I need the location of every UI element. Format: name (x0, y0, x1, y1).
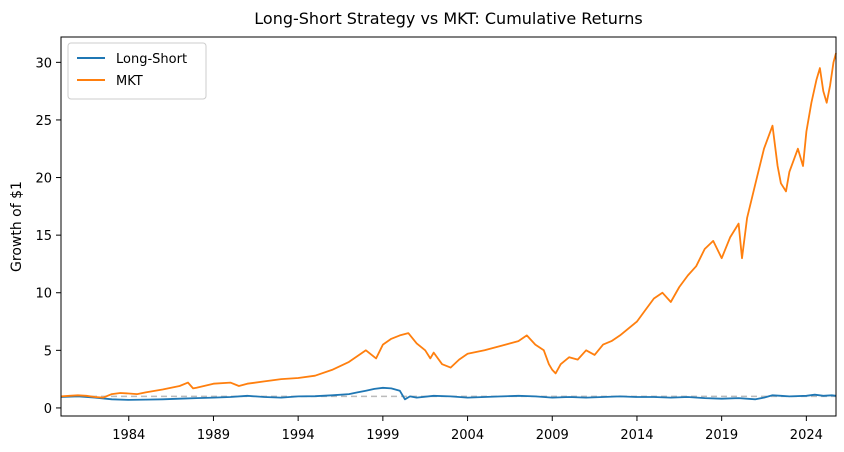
x-tick-label: 2009 (536, 428, 569, 443)
y-tick-label: 10 (35, 287, 52, 302)
legend: Long-Short MKT (67, 42, 207, 100)
x-tick-label: 1989 (197, 428, 230, 443)
y-axis: 0 5 10 15 20 25 30 (35, 56, 61, 417)
x-tick-label: 2004 (451, 428, 484, 443)
x-axis: 1984 1989 1994 1999 2004 2009 2014 2019 2024 (112, 416, 823, 443)
y-tick-label: 30 (35, 56, 52, 71)
legend-label: Long-Short (116, 52, 187, 67)
y-tick-label: 5 (44, 344, 52, 359)
x-tick-label: 2014 (620, 428, 653, 443)
series-line-mkt (60, 52, 837, 399)
legend-label: MKT (116, 74, 143, 89)
y-axis-label: Growth of $1 (9, 181, 25, 272)
x-tick-label: 1999 (366, 428, 399, 443)
series-line-long-short (60, 386, 837, 401)
x-tick-label: 2019 (705, 428, 738, 443)
x-tick-label: 1984 (112, 428, 145, 443)
y-tick-label: 20 (35, 172, 52, 187)
y-tick-label: 15 (35, 229, 52, 244)
y-tick-label: 0 (44, 402, 52, 417)
series-layer (60, 52, 837, 401)
plot-frame (60, 36, 837, 417)
x-tick-label: 1994 (282, 428, 315, 443)
chart-title: Long-Short Strategy vs MKT: Cumulative R… (254, 9, 642, 28)
x-tick-label: 2024 (790, 428, 823, 443)
y-tick-label: 25 (35, 114, 52, 129)
